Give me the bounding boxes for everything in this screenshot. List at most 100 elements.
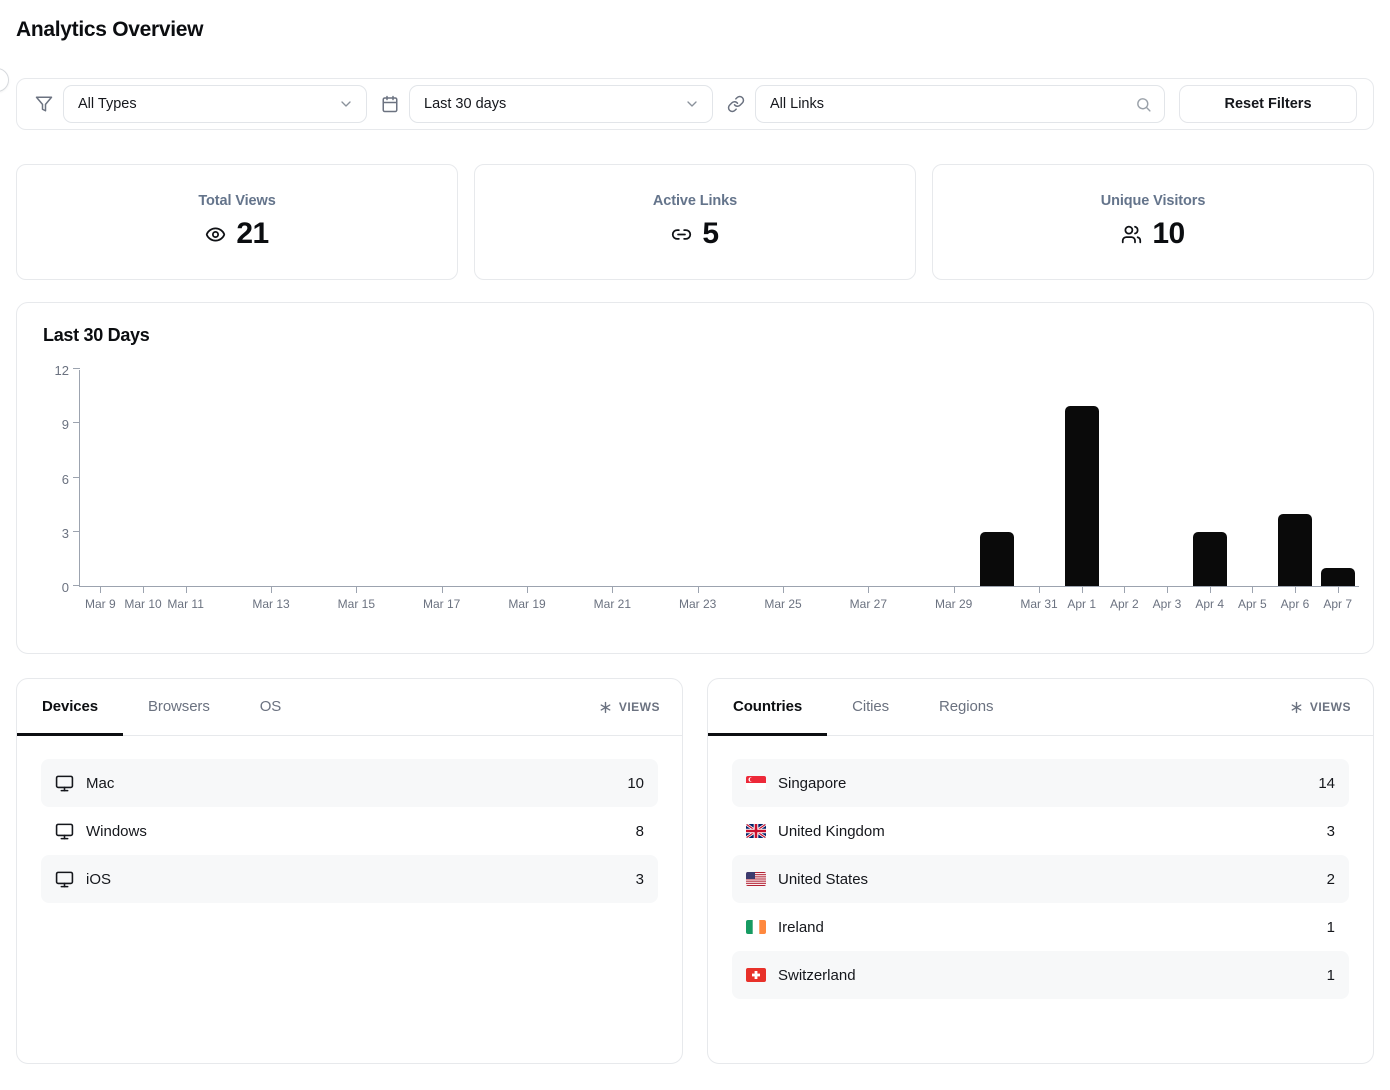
- chart-x-axis: Mar 9 Mar 10 Mar 11 Mar 13 Mar 15 Mar 17 Mar 1…: [79, 587, 1359, 621]
- chart-slot: [80, 370, 123, 586]
- geo-views-sort[interactable]: VIEWS: [1290, 679, 1351, 735]
- chart-slot: [464, 370, 507, 586]
- calendar-icon: [381, 95, 399, 113]
- country-row: United Kingdom 3: [732, 807, 1349, 855]
- chart-slot: [293, 370, 336, 586]
- active-links-card: Active Links 5: [474, 164, 916, 280]
- x-axis-label: Apr 2: [1109, 597, 1139, 611]
- x-axis-tick: [868, 587, 870, 593]
- x-axis-label: Mar 27: [849, 597, 888, 611]
- x-axis-label: Mar 9: [84, 597, 116, 611]
- x-axis-label: Mar 15: [337, 597, 376, 611]
- x-axis-label: Mar 25: [764, 597, 802, 611]
- chart-slot: [805, 370, 848, 586]
- row-value: 1: [1326, 918, 1335, 936]
- sparkle-sort-icon: [1290, 701, 1303, 714]
- chart-slot: [848, 370, 891, 586]
- analytics-page: Analytics Overview All Types Last 30 day…: [0, 16, 1390, 1090]
- x-axis-label: Mar 21: [593, 597, 632, 611]
- views-chart-card: Last 30 Days 0 3 6 9 12 Mar 9 Mar 10 Mar 11 Mar…: [16, 302, 1374, 654]
- x-axis-label: Apr 4: [1195, 597, 1224, 611]
- devices-views-sort[interactable]: VIEWS: [599, 679, 660, 735]
- flag-singapore-icon: [746, 776, 766, 790]
- x-axis-label: Mar 31: [1020, 597, 1058, 611]
- y-axis-label: 12: [54, 363, 69, 378]
- chart-slot: [378, 370, 421, 586]
- chart-slot: [1231, 370, 1274, 586]
- x-axis-tick: [783, 587, 784, 593]
- device-row: Windows 8: [41, 807, 658, 855]
- unique-visitors-card: Unique Visitors 10: [932, 164, 1374, 280]
- eye-icon: [205, 224, 226, 245]
- filter-bar: All Types Last 30 days All Links: [16, 78, 1374, 130]
- funnel-icon: [35, 95, 53, 113]
- chart-slot: [1146, 370, 1189, 586]
- link-filter-group: All Links: [727, 85, 1165, 123]
- x-axis-tick: [185, 587, 187, 593]
- chart-slot: [975, 370, 1018, 586]
- x-axis-tick: [143, 587, 144, 593]
- row-value: 14: [1318, 774, 1335, 792]
- chart-slot: [1018, 370, 1061, 586]
- chart-slot: [208, 370, 251, 586]
- stat-label: Active Links: [652, 193, 738, 209]
- tab-countries[interactable]: Countries: [708, 679, 828, 736]
- row-value: 2: [1326, 870, 1335, 888]
- y-axis-tick: [73, 476, 80, 478]
- row-label: Switzerland: [778, 966, 856, 984]
- x-axis-tick: [1124, 587, 1126, 593]
- chevron-down-icon: [338, 96, 354, 112]
- chart-slot: [890, 370, 933, 586]
- country-row: Ireland 1: [732, 903, 1349, 951]
- country-row: United States 2: [732, 855, 1349, 903]
- total-views-card: Total Views 21: [16, 164, 458, 280]
- row-label: Ireland: [778, 918, 824, 936]
- x-axis-tick: [527, 587, 528, 593]
- page-title: Analytics Overview: [16, 18, 204, 41]
- chevron-down-icon: [684, 96, 700, 112]
- chart-slot: [336, 370, 379, 586]
- x-axis-label: Apr 7: [1323, 597, 1352, 611]
- tab-regions[interactable]: Regions: [914, 679, 1018, 736]
- stats-row: Total Views 21 Active Links 5 Unique Vis…: [16, 164, 1374, 280]
- tab-cities[interactable]: Cities: [827, 679, 914, 736]
- type-filter-group: All Types: [35, 85, 367, 123]
- y-axis-tick: [73, 585, 80, 586]
- x-axis-tick: [1167, 587, 1168, 593]
- x-axis-tick: [697, 587, 699, 593]
- row-label: iOS: [86, 870, 112, 888]
- chart-slot: [634, 370, 677, 586]
- tab-browsers[interactable]: Browsers: [123, 679, 235, 736]
- chart-bar-apr4: [1192, 532, 1227, 586]
- flag-switzerland-icon: [746, 968, 766, 982]
- sparkle-sort-icon: [599, 701, 612, 714]
- flag-ireland-icon: [746, 920, 766, 934]
- tab-devices[interactable]: Devices: [17, 679, 124, 736]
- x-axis-label: Apr 6: [1280, 597, 1310, 611]
- chart-slot: [762, 370, 805, 586]
- devices-list: Mac 10 Windows 8 iOS 3: [17, 736, 682, 903]
- chart-slot: [933, 370, 976, 586]
- chart-slot: [720, 370, 763, 586]
- reset-filters-button[interactable]: Reset Filters: [1179, 85, 1357, 123]
- link-filter-value: All Links: [770, 96, 824, 112]
- chart-slot: [1317, 370, 1360, 586]
- type-filter-select[interactable]: All Types: [63, 85, 367, 123]
- chart-slot: [549, 370, 592, 586]
- chart-y-axis: 0 3 6 9 12: [41, 363, 79, 595]
- x-axis-label: Mar 13: [252, 597, 290, 611]
- chart-slot: [677, 370, 720, 586]
- views-sort-label: VIEWS: [618, 700, 660, 714]
- row-value: 3: [635, 870, 644, 888]
- row-value: 10: [627, 774, 644, 792]
- x-axis-tick: [612, 587, 614, 593]
- date-filter-select[interactable]: Last 30 days: [409, 85, 713, 123]
- row-label: Windows: [86, 822, 147, 840]
- stat-value: 5: [702, 217, 719, 250]
- tab-os[interactable]: OS: [235, 679, 306, 736]
- edge-floating-button[interactable]: [0, 68, 9, 92]
- row-value: 3: [1326, 822, 1335, 840]
- x-axis-tick: [271, 587, 272, 593]
- link-filter-search-select[interactable]: All Links: [755, 85, 1165, 123]
- users-icon: [1121, 224, 1142, 245]
